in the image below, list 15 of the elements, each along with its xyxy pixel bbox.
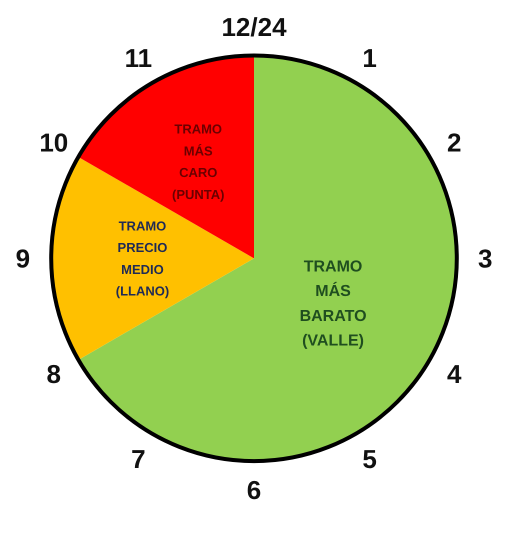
text: 7: [131, 444, 146, 474]
text: 3: [478, 243, 492, 274]
text: 8: [46, 359, 62, 390]
text: 5: [362, 444, 377, 474]
text: 6: [246, 474, 262, 505]
text: 9: [16, 243, 30, 274]
text: 11: [124, 42, 152, 73]
slice-label: TRAMO MÁS CARO (PUNTA): [172, 122, 224, 202]
text: 2: [446, 128, 462, 158]
slice-label: TRAMO PRECIO MEDIO (LLANO): [116, 218, 170, 299]
text: 1: [362, 42, 377, 73]
text: 12/24: [221, 12, 288, 42]
text: 10: [39, 128, 68, 158]
slice-label: TRAMO MÁS BARATO (VALLE): [300, 258, 367, 350]
text: 4: [446, 359, 462, 390]
